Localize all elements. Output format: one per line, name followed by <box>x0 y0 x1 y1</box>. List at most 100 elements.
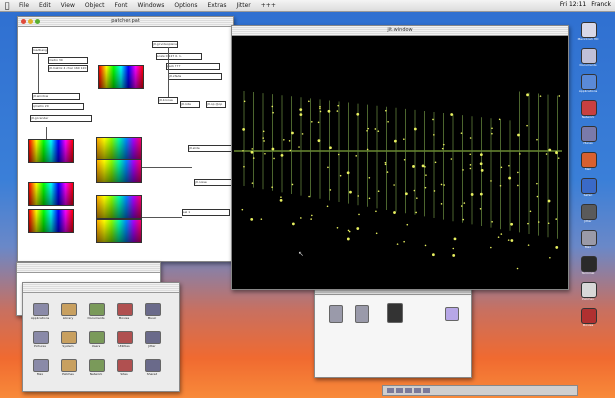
patch-object[interactable]: jit.window <box>32 93 80 100</box>
minimize-icon[interactable] <box>28 19 33 24</box>
point-mark <box>431 253 435 257</box>
color-swatch[interactable] <box>96 195 142 219</box>
server-icon[interactable] <box>387 303 403 323</box>
folder-icon[interactable] <box>33 303 49 316</box>
desktop-icon[interactable] <box>581 74 597 90</box>
patch-object[interactable]: metro 30 <box>48 57 88 64</box>
photos-icon[interactable] <box>445 307 459 321</box>
menu-edit[interactable]: Edit <box>39 2 51 9</box>
folder-icon[interactable] <box>61 331 77 344</box>
menu-object[interactable]: Object <box>84 2 105 9</box>
disk-icon[interactable] <box>355 305 369 323</box>
folder-icon[interactable] <box>89 331 105 344</box>
patch-object[interactable]: jit.rota <box>180 101 200 108</box>
color-swatch[interactable] <box>96 159 142 183</box>
patch-object[interactable]: jit.gl.videoplane <box>152 41 178 48</box>
taskbar-item[interactable] <box>414 388 421 393</box>
color-swatch[interactable] <box>28 139 74 163</box>
taskbar-item[interactable] <box>387 388 394 393</box>
color-swatch[interactable] <box>28 209 74 233</box>
folder-icon[interactable] <box>145 303 161 316</box>
color-swatch[interactable] <box>98 65 144 89</box>
patch-object[interactable]: loadbang <box>32 47 48 54</box>
desktop-icon[interactable] <box>581 178 597 194</box>
point-mark <box>281 154 283 157</box>
folder-icon[interactable] <box>61 359 77 372</box>
point-mark <box>557 157 560 159</box>
menu-file[interactable]: File <box>19 2 30 9</box>
desktop-icon[interactable] <box>581 282 597 298</box>
desktop-icon[interactable] <box>581 100 597 116</box>
desktop-icon-label: Macintosh HD <box>577 37 599 41</box>
desktop-icon[interactable] <box>581 308 597 324</box>
finder2-titlebar[interactable] <box>315 285 471 295</box>
color-swatch[interactable] <box>96 137 142 161</box>
color-swatch[interactable] <box>96 219 142 243</box>
point-mark <box>395 140 397 142</box>
folder-icon[interactable] <box>117 331 133 344</box>
point-mark <box>311 120 313 123</box>
point-mark <box>393 184 395 186</box>
patch-object[interactable]: jit.brcosa <box>158 97 178 104</box>
patch-object[interactable]: pack f f f <box>166 63 220 70</box>
patch-object[interactable]: jit.matrix 4 char 160 120 <box>48 65 88 72</box>
folder-icon[interactable] <box>117 359 133 372</box>
desktop-icon[interactable] <box>581 48 597 64</box>
taskbar-item[interactable] <box>405 388 412 393</box>
taskbar-item[interactable] <box>423 388 430 393</box>
menubar-user[interactable]: Franck <box>591 1 611 8</box>
patch-object[interactable]: jit.slide <box>188 145 232 152</box>
folder-icon[interactable] <box>61 303 77 316</box>
desktop-icon[interactable] <box>581 256 597 272</box>
patch-object[interactable]: qmetro 20 <box>32 103 84 110</box>
point-mark <box>555 218 558 220</box>
menu-view[interactable]: View <box>60 2 75 9</box>
menu-jitter[interactable]: Jitter <box>236 2 251 9</box>
point-mark <box>462 169 464 171</box>
folder-label: Patches <box>62 372 74 376</box>
point-mark <box>299 108 303 112</box>
point-mark <box>529 210 532 213</box>
apple-menu-icon[interactable]:  <box>0 1 14 10</box>
patch-object[interactable]: jit.op @op + <box>206 101 226 108</box>
patcher-canvas[interactable]: loadbang metro 30 jit.matrix 4 char 160 … <box>18 27 234 261</box>
menu-extras[interactable]: Extras <box>207 2 227 9</box>
folder-icon[interactable] <box>117 303 133 316</box>
point-mark <box>289 149 292 152</box>
desktop-icon[interactable] <box>581 204 597 220</box>
color-swatch[interactable] <box>28 182 74 206</box>
folder-icon[interactable] <box>89 359 105 372</box>
patch-object[interactable]: jit.gl.render <box>30 115 92 122</box>
lower-window-titlebar[interactable] <box>17 263 160 273</box>
folder-icon[interactable] <box>33 331 49 344</box>
folder-icon[interactable] <box>33 359 49 372</box>
desktop-icon[interactable] <box>581 126 597 142</box>
patcher-titlebar[interactable]: patcher.pat <box>18 17 233 27</box>
menu-font[interactable]: Font <box>114 2 128 9</box>
desktop-icon[interactable] <box>581 230 597 246</box>
folder-icon[interactable] <box>145 359 161 372</box>
folder-icon[interactable] <box>145 331 161 344</box>
jitter-titlebar[interactable]: jit.window <box>232 26 568 36</box>
trash-icon[interactable] <box>329 305 343 323</box>
desktop-icon[interactable] <box>581 22 597 38</box>
patch-object[interactable]: jit.noise <box>194 179 234 186</box>
point-mark <box>491 220 493 223</box>
point-mark <box>300 217 302 219</box>
menubar-clock[interactable]: Fri 12:11 <box>559 1 587 8</box>
menu-options[interactable]: Options <box>174 2 198 9</box>
zoom-icon[interactable] <box>35 19 40 24</box>
point-mark <box>366 129 368 132</box>
jitter-render-area[interactable]: ↖ <box>232 36 568 289</box>
close-icon[interactable] <box>21 19 26 24</box>
finder-titlebar[interactable] <box>23 283 179 293</box>
menu-windows[interactable]: Windows <box>137 2 165 9</box>
desktop-icon[interactable] <box>581 152 597 168</box>
patch-object[interactable]: jit.xfade <box>168 73 222 80</box>
menu-extra[interactable]: +++ <box>260 2 276 9</box>
patch-object[interactable]: sel 1 <box>182 209 230 216</box>
patch-object[interactable]: scale 0 127 0. 1. <box>156 53 202 60</box>
point-mark <box>242 127 246 131</box>
folder-icon[interactable] <box>89 303 105 316</box>
taskbar-item[interactable] <box>396 388 403 393</box>
